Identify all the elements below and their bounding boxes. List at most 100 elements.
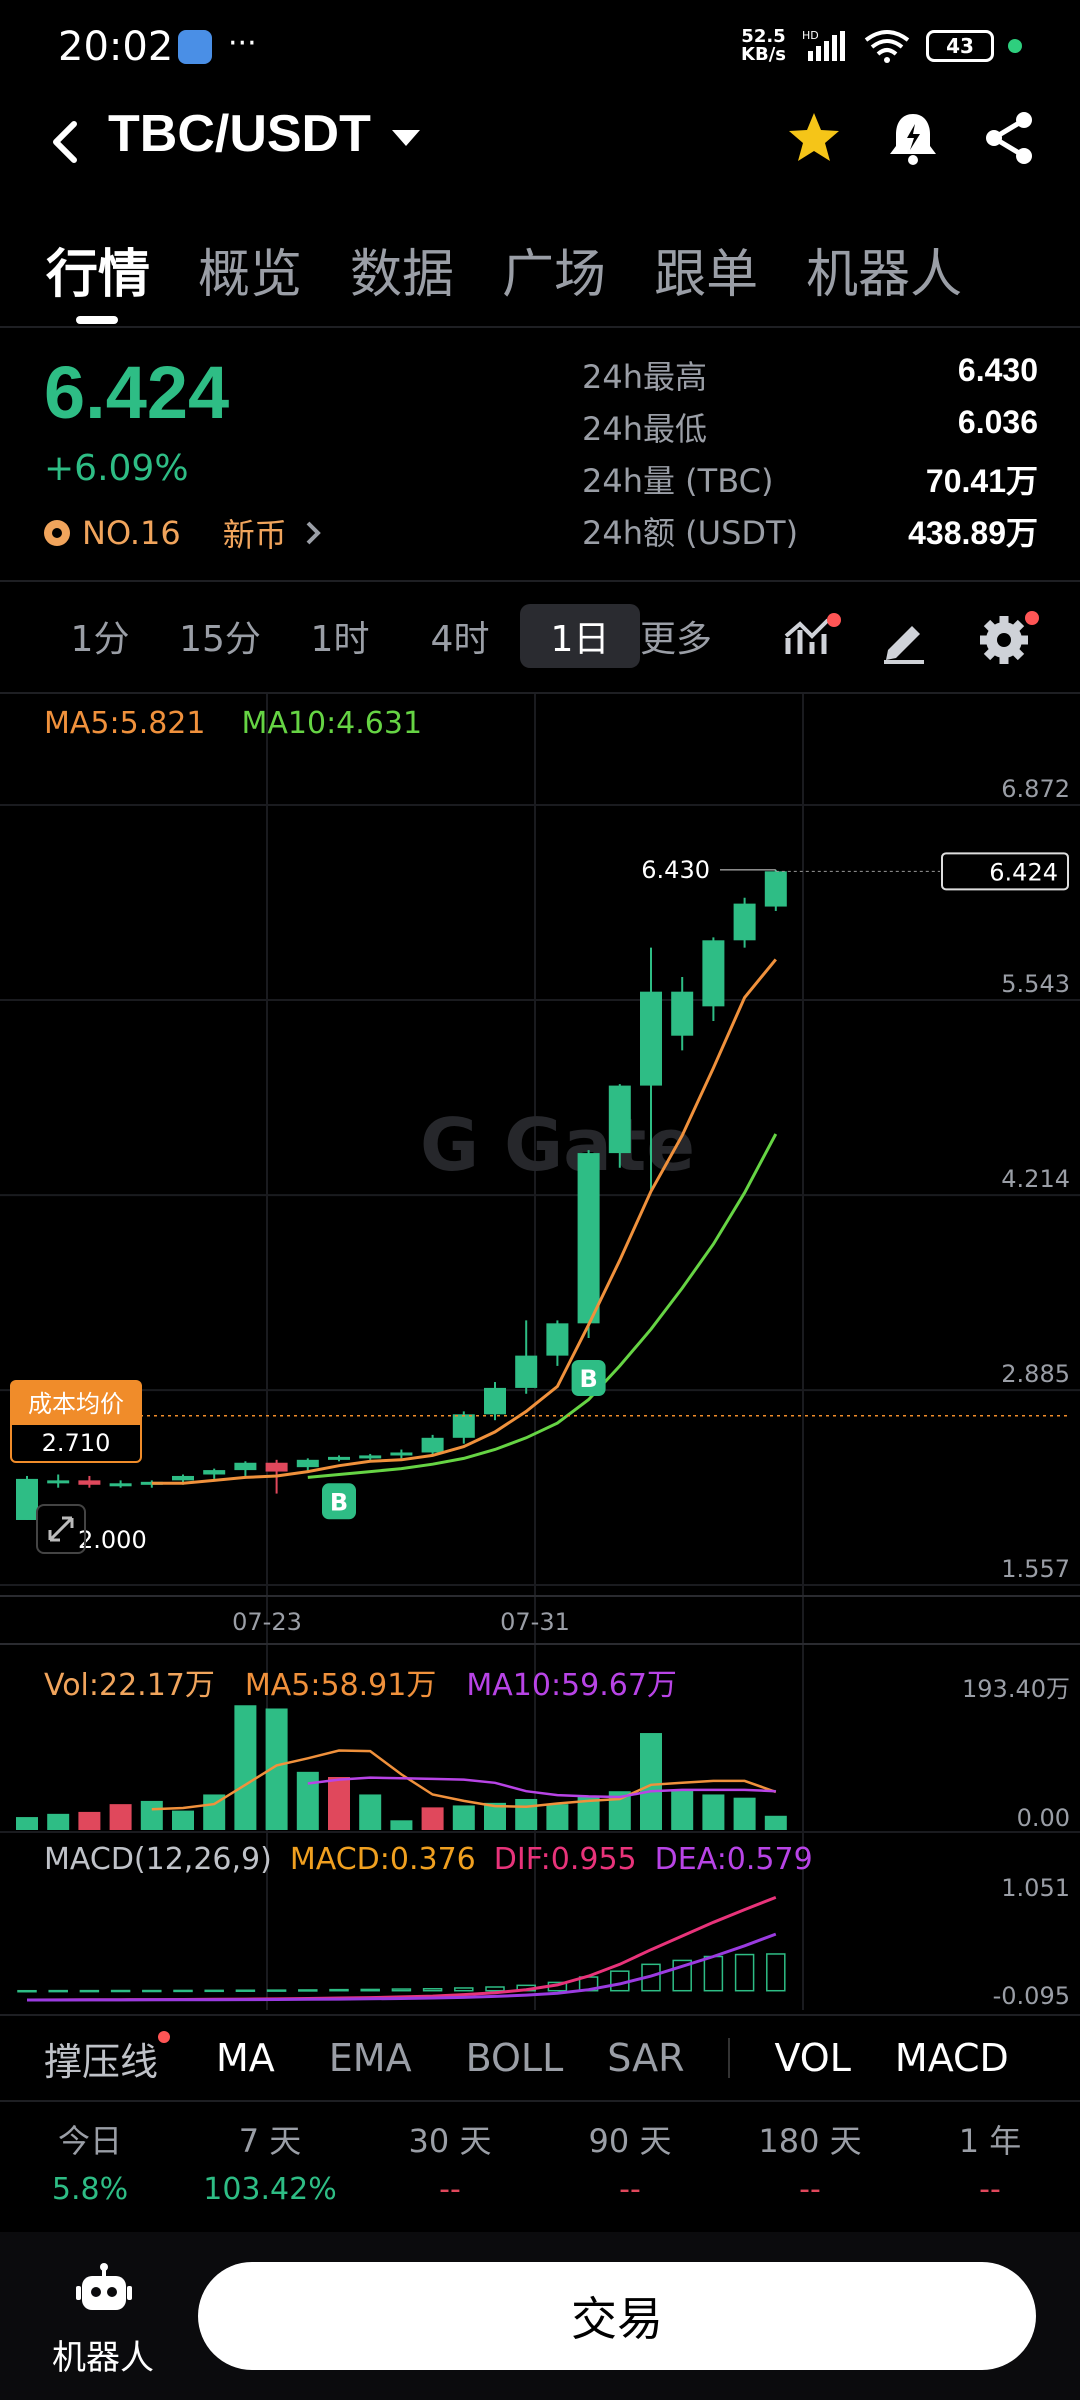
price-axis: 6.872 5.543 4.214 2.885 1.557 07-23 07-31 <box>232 775 1070 1636</box>
period-performance: 今日 5.8% 7 天 103.42% 30 天 -- 90 天 -- 180 天 -- … <box>0 2116 1080 2207</box>
candle-body <box>608 1085 631 1154</box>
volume-bars <box>16 1705 787 1830</box>
macd-hist-bar <box>298 1989 318 1992</box>
perf-30d: 30 天 -- <box>408 2122 492 2207</box>
macd-hist-bar <box>360 1988 380 1992</box>
tab-bot[interactable]: 机器人 <box>806 245 963 305</box>
volume-bar <box>265 1708 288 1830</box>
draw-tool-icon[interactable] <box>878 614 930 666</box>
stat-high: 24h最高 6.430 <box>582 352 1038 396</box>
vol-ma10-label: MA10:59.67万 <box>466 1668 677 1703</box>
trade-button[interactable]: 交易 <box>198 2262 1036 2370</box>
watermark-logo: G Gate <box>420 1103 695 1187</box>
volume-bar <box>359 1794 382 1830</box>
rank-value: NO.16 <box>82 514 181 552</box>
last-price: 6.424 <box>44 351 230 434</box>
tab-data[interactable]: 数据 <box>350 245 455 305</box>
indicator-macd[interactable]: MACD <box>894 2036 1009 2080</box>
macd-hist-bar <box>485 1986 505 1992</box>
pair-title[interactable]: TBC/USDT <box>108 105 371 163</box>
macd-hist-bar <box>79 1989 100 1993</box>
macd-hist-bar <box>703 1955 724 1992</box>
price-alert-icon[interactable] <box>886 110 940 166</box>
indicator-boll[interactable]: BOLL <box>465 2036 564 2080</box>
volume-bar <box>203 1794 226 1830</box>
divider <box>0 2014 1080 2016</box>
interval-4h[interactable]: 4时 <box>430 619 490 660</box>
24h-stats: 24h最高 6.430 24h最低 6.036 24h量 (TBC) 70.41万 2… <box>582 352 1038 560</box>
y-tick-label: 6.872 <box>1001 775 1070 803</box>
interval-1m[interactable]: 1分 <box>70 619 130 660</box>
battery-indicator: 43 <box>926 30 994 62</box>
stat-volume: 24h量 (TBC) 70.41万 <box>582 462 1038 500</box>
interval-more[interactable]: 更多 <box>640 619 713 660</box>
dif-value: DIF:0.955 <box>493 1842 637 1877</box>
indicator-ema[interactable]: EMA <box>328 2036 412 2080</box>
robot-label[interactable]: 机器人 <box>52 2338 154 2378</box>
price-change: +6.09% <box>44 448 189 489</box>
pair-dropdown-icon[interactable] <box>392 130 420 146</box>
interval-1d[interactable]: 1日 <box>520 604 640 668</box>
tab-market[interactable]: 行情 <box>46 245 151 305</box>
macd-hist-bar <box>142 1989 162 1993</box>
back-icon[interactable] <box>44 112 88 172</box>
volume-bar <box>328 1777 350 1830</box>
volume-bar <box>640 1733 662 1830</box>
volume-zero-label: 0.00 <box>1017 1804 1070 1832</box>
indicator-ma[interactable]: MA <box>216 2036 275 2080</box>
interval-15m[interactable]: 15分 <box>179 619 261 660</box>
macd-hist-bar <box>734 1953 755 1992</box>
new-badge-dot <box>158 2030 171 2043</box>
dea-value: DEA:0.579 <box>654 1842 813 1877</box>
y-tick-label: 4.214 <box>1001 1165 1070 1193</box>
share-icon[interactable] <box>982 110 1036 166</box>
status-time: 20:02 <box>58 24 174 70</box>
more-notifications-icon: ··· <box>228 26 257 61</box>
volume-bar <box>390 1820 413 1830</box>
volume-bar <box>608 1791 631 1830</box>
support-resistance-toggle[interactable]: 撑压线 <box>44 2030 171 2086</box>
macd-legend: MACD(12,26,9) MACD:0.376 DIF:0.955 DEA:0… <box>44 1842 813 1877</box>
indicator-sar[interactable]: SAR <box>607 2036 685 2080</box>
macd-histogram <box>17 1953 786 1993</box>
dif-line <box>26 1896 777 2002</box>
indicators-icon[interactable] <box>782 612 842 664</box>
volume-bar <box>546 1804 569 1830</box>
perf-90d: 90 天 -- <box>588 2122 672 2207</box>
signal-icon: HD <box>802 29 845 61</box>
expand-chart-icon[interactable] <box>36 1504 86 1554</box>
macd-min-label: -0.095 <box>993 1982 1070 2010</box>
volume-bar <box>140 1800 163 1830</box>
volume-bar <box>515 1798 538 1830</box>
candles <box>16 869 787 1520</box>
svg-text:HD: HD <box>802 29 819 42</box>
favorite-star-icon[interactable] <box>786 110 842 166</box>
high-label: 6.430 <box>641 856 710 884</box>
buy-marker-label: B <box>579 1365 597 1393</box>
stat-turnover: 24h额 (USDT) 438.89万 <box>582 514 1038 552</box>
volume-legend: Vol:22.17万 MA5:58.91万 MA10:59.67万 <box>44 1660 677 1704</box>
volume-bar <box>452 1805 475 1830</box>
chart-settings-icon[interactable] <box>976 610 1040 666</box>
net-speed: 52.5 KB/s <box>741 26 786 65</box>
ma-legend: MA5:5.821 MA10:4.631 <box>44 706 422 741</box>
volume-bar <box>702 1794 725 1830</box>
interval-1h[interactable]: 1时 <box>310 619 370 660</box>
rank-row[interactable]: NO.16 新币 <box>44 510 327 556</box>
tab-overview[interactable]: 概览 <box>198 245 303 305</box>
tab-copytrade[interactable]: 跟单 <box>654 245 759 305</box>
tab-square[interactable]: 广场 <box>502 245 607 305</box>
privacy-dot <box>1008 39 1022 53</box>
price-chart[interactable]: G Gate 6.872 5.543 4.214 2.885 1.557 07-23 07-… <box>0 694 1080 2014</box>
volume-max-label: 193.40万 <box>962 1675 1070 1703</box>
indicator-vol[interactable]: VOL <box>774 2036 851 2080</box>
candle-body <box>109 1483 132 1487</box>
active-tab-indicator <box>76 316 118 324</box>
y-tick-label: 5.543 <box>1001 970 1070 998</box>
robot-icon[interactable] <box>76 2262 132 2314</box>
vol-label: Vol:22.17万 <box>44 1668 215 1703</box>
volume-bar <box>109 1804 132 1830</box>
vol-ma5-label: MA5:58.91万 <box>244 1668 437 1703</box>
volume-bar <box>421 1807 444 1830</box>
interval-bar: 1分 15分 1时 4时 1日 更多 <box>40 604 720 668</box>
